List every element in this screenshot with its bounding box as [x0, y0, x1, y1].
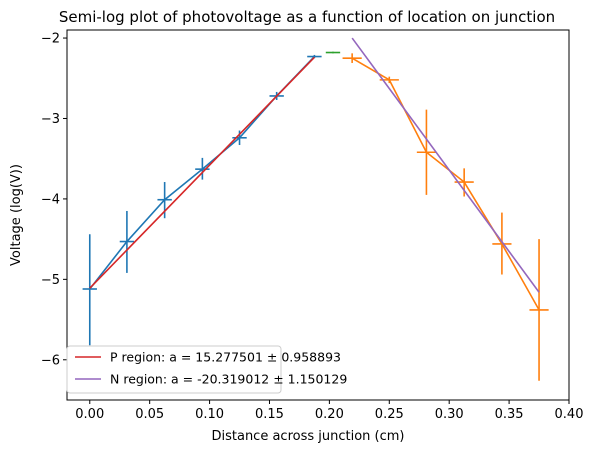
- x-tick-label: 0.35: [495, 407, 524, 422]
- y-tick-label: −5: [41, 273, 60, 288]
- x-tick-label: 0.00: [75, 407, 104, 422]
- y-tick-label: −3: [41, 112, 60, 127]
- y-tick-label: −6: [41, 353, 60, 368]
- legend: P region: a = 15.277501 ± 0.958893 N reg…: [66, 345, 347, 394]
- x-tick-label: 0.30: [435, 407, 464, 422]
- legend-label-n-region: N region: a = -20.319012 ± 1.150129: [110, 372, 347, 387]
- data-line-2: [351, 57, 540, 311]
- x-tick-label: 0.10: [195, 407, 224, 422]
- y-ticks: −6 −5 −4 −3 −2: [41, 32, 67, 368]
- legend-box: [66, 345, 282, 394]
- chart-title: Semi-log plot of photovoltage as a funct…: [59, 8, 555, 26]
- x-tick-label: 0.40: [555, 407, 584, 422]
- y-tick-label: −4: [41, 192, 60, 207]
- y-axis-label: Voltage (log(V)): [9, 164, 24, 266]
- x-axis-label: Distance across junction (cm): [211, 429, 404, 444]
- x-tick-label: 0.20: [315, 407, 344, 422]
- fit-line-4: [351, 37, 540, 293]
- y-tick-label: −2: [41, 32, 60, 47]
- x-tick-label: 0.25: [375, 407, 404, 422]
- x-ticks: 0.00 0.05 0.10 0.15 0.20 0.25 0.30 0.35 0.40: [75, 400, 583, 422]
- legend-label-p-region: P region: a = 15.277501 ± 0.958893: [110, 350, 341, 365]
- fit-line-3: [89, 56, 315, 289]
- plot-layer: [82, 37, 549, 381]
- x-tick-label: 0.15: [255, 407, 284, 422]
- x-tick-label: 0.05: [135, 407, 164, 422]
- axes-frame: [66, 29, 570, 401]
